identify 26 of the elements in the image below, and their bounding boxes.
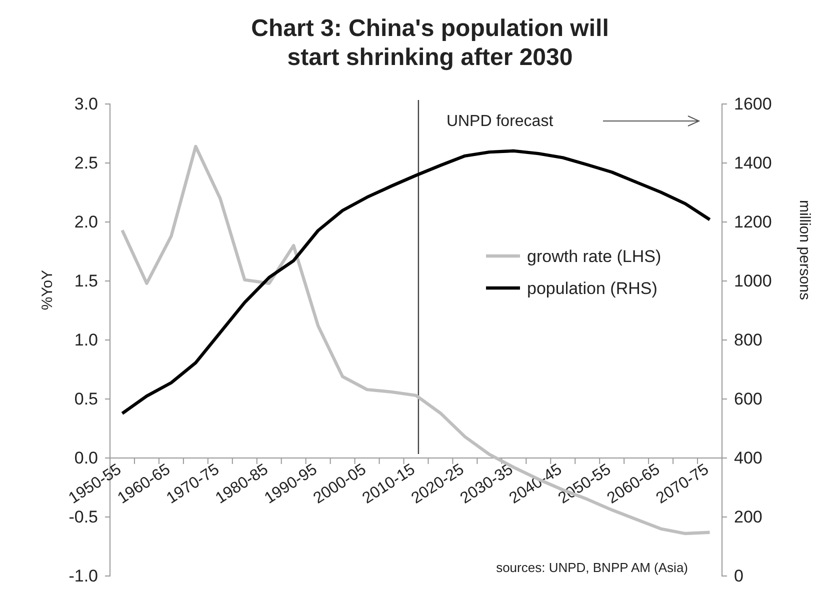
line-series [120,149,712,416]
y2-tick-label: 1400 [734,153,772,172]
y2-tick-label: 200 [734,507,762,526]
y-tick-label: 2.0 [74,212,98,232]
y2-tick-label: 400 [734,448,762,468]
y2-tick-label: 1200 [734,212,772,232]
y2-tick-label: 600 [734,389,762,408]
legend-label: population (RHS) [527,279,658,298]
y-axis-title: %YoY [39,270,56,310]
y2-tick-label: 1000 [734,271,772,290]
y-tick-label: 3.0 [74,94,98,114]
y2-axis-title: million persons [796,200,813,300]
y-tick-label: 0.0 [74,448,98,468]
y-tick-label: -1.0 [68,566,98,586]
ref-line-label: UNPD forecast [446,113,554,130]
y-tick-label: 0.5 [74,389,98,408]
y-tick-label: -0.5 [68,507,98,526]
y2-tick-label: 0 [734,566,744,586]
legend-label: growth rate (LHS) [527,247,662,266]
annotation: sources: UNPD, BNPP AM (Asia) [496,560,688,575]
y-tick-label: 2.5 [74,153,98,172]
chart-title: Chart 3: China's population will start shrinking after 2030 [251,15,609,71]
y-tick-label: 1.0 [74,330,98,350]
y2-tick-label: 1600 [734,94,772,114]
y2-tick-label: 800 [734,330,762,350]
y-tick-label: 1.5 [74,271,98,290]
